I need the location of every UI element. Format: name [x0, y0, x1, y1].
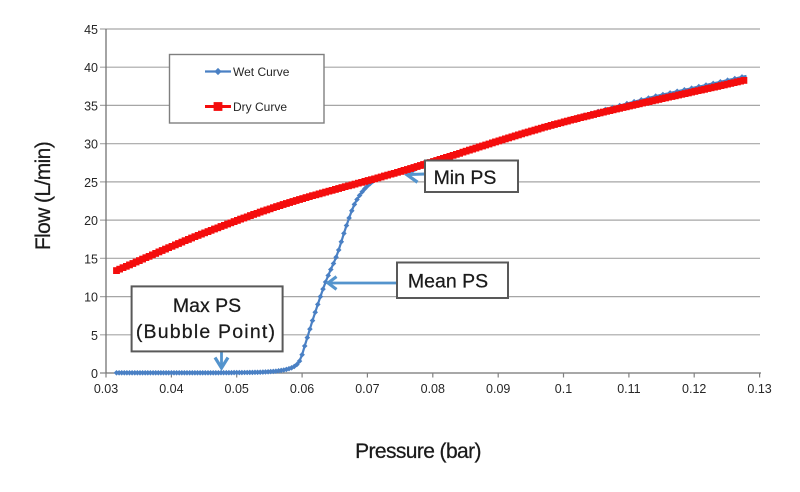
svg-text:0.05: 0.05 — [225, 382, 249, 396]
svg-text:0.12: 0.12 — [682, 382, 706, 396]
svg-text:Dry Curve: Dry Curve — [233, 100, 287, 114]
svg-text:40: 40 — [84, 61, 98, 75]
svg-text:0.04: 0.04 — [159, 382, 183, 396]
svg-text:Min PS: Min PS — [434, 167, 497, 189]
svg-text:Mean PS: Mean PS — [408, 271, 488, 293]
svg-text:Wet Curve: Wet Curve — [233, 65, 290, 79]
svg-text:Max PS: Max PS — [173, 295, 241, 317]
svg-text:0.1: 0.1 — [555, 382, 572, 396]
svg-text:30: 30 — [84, 138, 98, 152]
svg-text:35: 35 — [84, 99, 98, 113]
svg-text:0.08: 0.08 — [421, 382, 445, 396]
svg-text:45: 45 — [84, 23, 98, 37]
svg-text:20: 20 — [84, 214, 98, 228]
svg-text:25: 25 — [84, 176, 98, 190]
svg-text:0.03: 0.03 — [94, 382, 118, 396]
svg-text:(Bubble Point): (Bubble Point) — [136, 321, 276, 343]
svg-text:Flow (L/min): Flow (L/min) — [32, 142, 55, 250]
svg-text:0: 0 — [91, 367, 98, 381]
svg-text:0.13: 0.13 — [747, 382, 771, 396]
svg-text:15: 15 — [84, 252, 98, 266]
svg-text:5: 5 — [91, 329, 98, 343]
svg-text:0.09: 0.09 — [486, 382, 510, 396]
svg-text:10: 10 — [84, 291, 98, 305]
svg-text:0.11: 0.11 — [617, 382, 640, 396]
svg-text:0.06: 0.06 — [290, 382, 314, 396]
svg-text:Pressure (bar): Pressure (bar) — [355, 440, 481, 463]
svg-text:0.07: 0.07 — [355, 382, 379, 396]
